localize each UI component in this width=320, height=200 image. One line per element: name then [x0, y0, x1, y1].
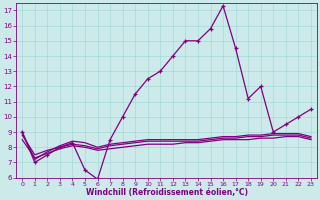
- X-axis label: Windchill (Refroidissement éolien,°C): Windchill (Refroidissement éolien,°C): [85, 188, 248, 197]
